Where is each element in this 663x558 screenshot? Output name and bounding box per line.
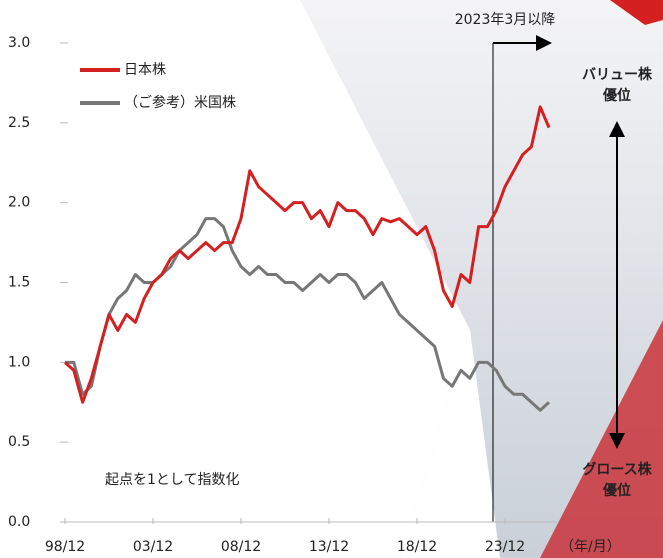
y-tick-label: 2.5: [8, 115, 30, 131]
y-tick-label: 2.0: [8, 195, 30, 211]
x-tick-label: 23/12: [485, 539, 525, 555]
x-tick-label: 98/12: [45, 539, 85, 555]
y-tick-label: 3.0: [8, 35, 30, 51]
chart: 2023年3月以降 バリュー株 優位 グロース株 優位 起点を1として指数化 （…: [0, 0, 663, 558]
legend-label: （ご参考）米国株: [124, 94, 236, 111]
side-label: グロース株: [582, 461, 652, 478]
legend-label: 日本株: [124, 62, 166, 78]
x-tick-label: 18/12: [397, 539, 437, 555]
x-tick-label: 03/12: [133, 539, 173, 555]
y-tick-label: 0.0: [8, 514, 30, 530]
x-unit-label: （年/月）: [560, 539, 621, 555]
x-tick-label: 13/12: [309, 539, 349, 555]
side-label: 優位: [602, 87, 631, 104]
side-label: 優位: [602, 482, 631, 499]
y-tick-label: 1.5: [8, 275, 30, 291]
y-tick-label: 0.5: [8, 434, 30, 450]
annotation: 2023年3月以降: [455, 12, 556, 28]
x-tick-label: 08/12: [221, 539, 261, 555]
side-label: バリュー株: [582, 66, 653, 83]
y-tick-label: 1.0: [8, 354, 30, 370]
note: 起点を1として指数化: [105, 472, 240, 488]
